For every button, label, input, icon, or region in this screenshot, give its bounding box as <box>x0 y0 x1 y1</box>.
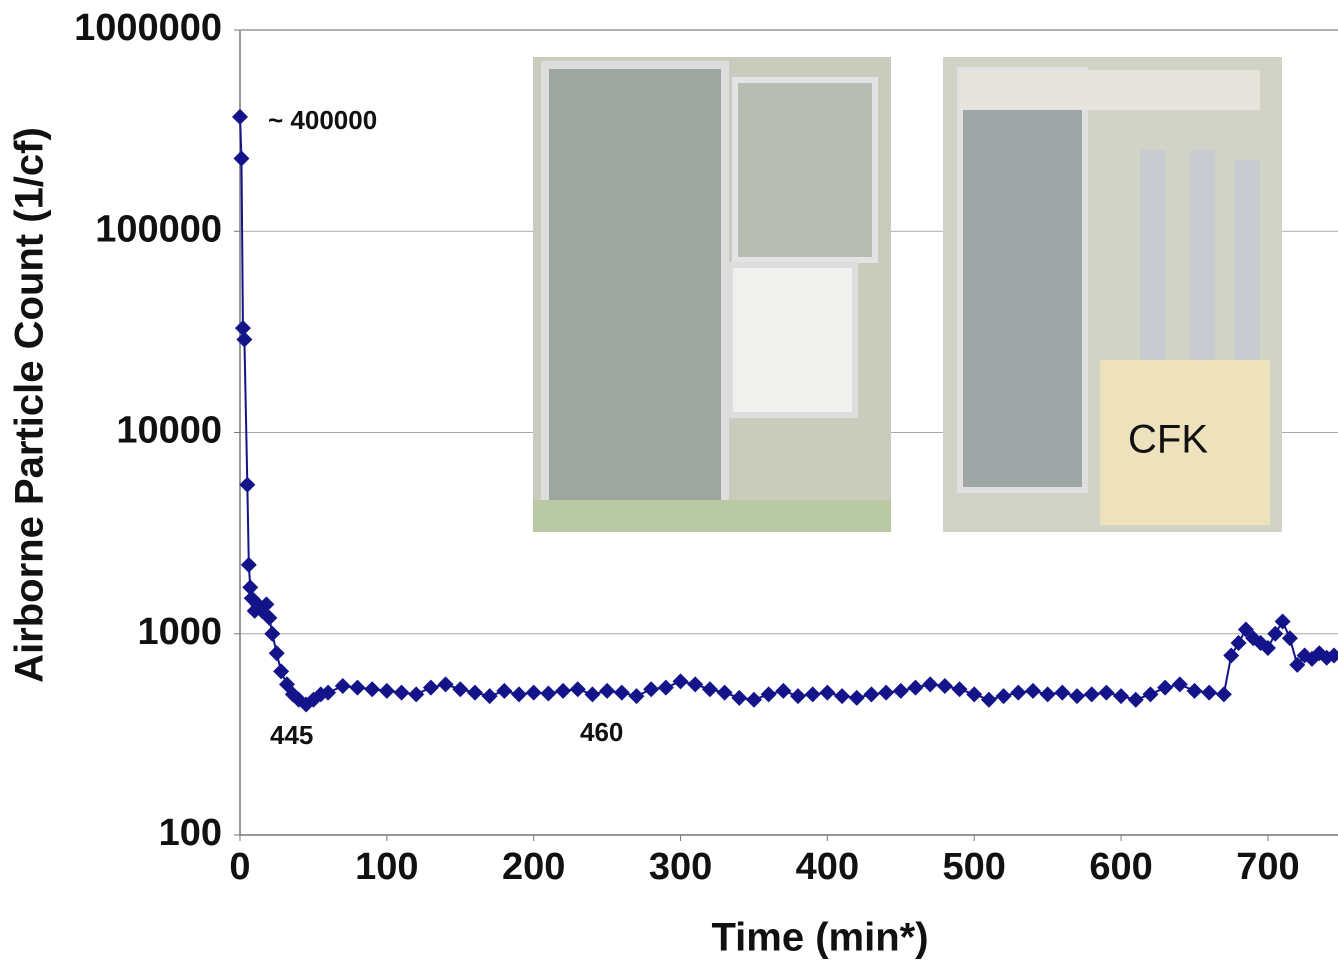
chart: CFK ~ 400000 445 460 Time (min*) Airborn… <box>0 0 1338 962</box>
data-point <box>849 690 865 706</box>
data-point <box>540 685 556 701</box>
data-point <box>1142 686 1158 702</box>
data-point <box>1025 683 1041 699</box>
x-tick-label: 600 <box>1089 846 1152 888</box>
data-point <box>438 676 454 692</box>
annotation: 460 <box>580 717 623 747</box>
data-point <box>702 681 718 697</box>
data-point <box>819 685 835 701</box>
data-point <box>863 686 879 702</box>
data-point <box>1157 680 1173 696</box>
x-tick-label: 400 <box>796 846 859 888</box>
data-point <box>233 150 249 166</box>
data-point <box>269 645 285 661</box>
data-point <box>981 692 997 708</box>
y-tick-label: 1000000 <box>74 7 222 49</box>
data-point <box>966 686 982 702</box>
data-point <box>746 692 762 708</box>
data-point <box>349 680 365 696</box>
y-axis-label: Airborne Particle Count (1/cf) <box>8 127 52 683</box>
data-point <box>643 681 659 697</box>
data-point <box>805 686 821 702</box>
x-tick-label: 500 <box>943 846 1006 888</box>
x-tick-label: 700 <box>1236 846 1299 888</box>
data-point <box>511 686 527 702</box>
photo-label: CFK <box>1128 418 1208 462</box>
data-point <box>628 688 644 704</box>
data-point <box>1275 614 1291 630</box>
data-point <box>952 681 968 697</box>
data-point <box>1054 685 1070 701</box>
x-axis-label: Time (min*) <box>711 916 928 960</box>
data-point <box>893 683 909 699</box>
data-point <box>922 676 938 692</box>
data-point <box>658 680 674 696</box>
data-point <box>1084 686 1100 702</box>
data-point <box>379 683 395 699</box>
data-point <box>555 683 571 699</box>
data-point <box>614 685 630 701</box>
data-point <box>423 680 439 696</box>
data-point <box>232 109 248 125</box>
data-point <box>1282 630 1298 646</box>
data-point <box>570 681 586 697</box>
x-tick-label: 200 <box>502 846 565 888</box>
data-point <box>1267 626 1283 642</box>
data-point <box>1186 683 1202 699</box>
data-point <box>1201 685 1217 701</box>
data-point <box>673 673 689 689</box>
annotation: ~ 400000 <box>268 105 377 135</box>
data-point <box>584 686 600 702</box>
data-point <box>907 680 923 696</box>
photo-right: CFK <box>943 57 1282 532</box>
data-point <box>1231 635 1247 651</box>
data-point <box>1172 676 1188 692</box>
data-point <box>239 477 255 493</box>
data-point <box>394 685 410 701</box>
data-point <box>878 685 894 701</box>
data-point <box>496 683 512 699</box>
data-point <box>1223 647 1239 663</box>
data-point <box>1040 686 1056 702</box>
annotation: 445 <box>270 720 313 750</box>
data-point <box>482 688 498 704</box>
data-point <box>731 690 747 706</box>
data-point <box>790 688 806 704</box>
x-tick-label: 300 <box>649 846 712 888</box>
data-point <box>1098 685 1114 701</box>
data-point <box>599 683 615 699</box>
data-point <box>937 678 953 694</box>
data-point <box>364 681 380 697</box>
data-point <box>1113 688 1129 704</box>
y-tick-label: 10000 <box>116 410 222 452</box>
y-tick-label: 1000 <box>137 611 222 653</box>
data-point <box>761 686 777 702</box>
y-tick-label: 100 <box>159 812 222 854</box>
data-point <box>1216 686 1232 702</box>
data-point <box>1069 688 1085 704</box>
data-point <box>687 676 703 692</box>
data-point <box>834 688 850 704</box>
data-point <box>236 331 252 347</box>
data-point <box>775 683 791 699</box>
data-point <box>996 688 1012 704</box>
data-point <box>467 685 483 701</box>
x-tick-label: 100 <box>355 846 418 888</box>
data-point <box>717 685 733 701</box>
data-point <box>1010 685 1026 701</box>
data-point <box>241 557 257 573</box>
x-tick-label: 0 <box>229 846 250 888</box>
data-point <box>335 678 351 694</box>
y-tick-label: 100000 <box>95 208 222 250</box>
data-point <box>452 681 468 697</box>
data-point <box>264 626 280 642</box>
data-point <box>1128 692 1144 708</box>
data-point <box>526 685 542 701</box>
data-point <box>408 686 424 702</box>
photo-left <box>533 57 891 532</box>
